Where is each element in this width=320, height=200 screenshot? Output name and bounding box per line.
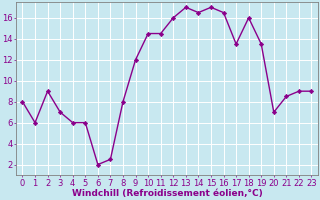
X-axis label: Windchill (Refroidissement éolien,°C): Windchill (Refroidissement éolien,°C) [72, 189, 262, 198]
